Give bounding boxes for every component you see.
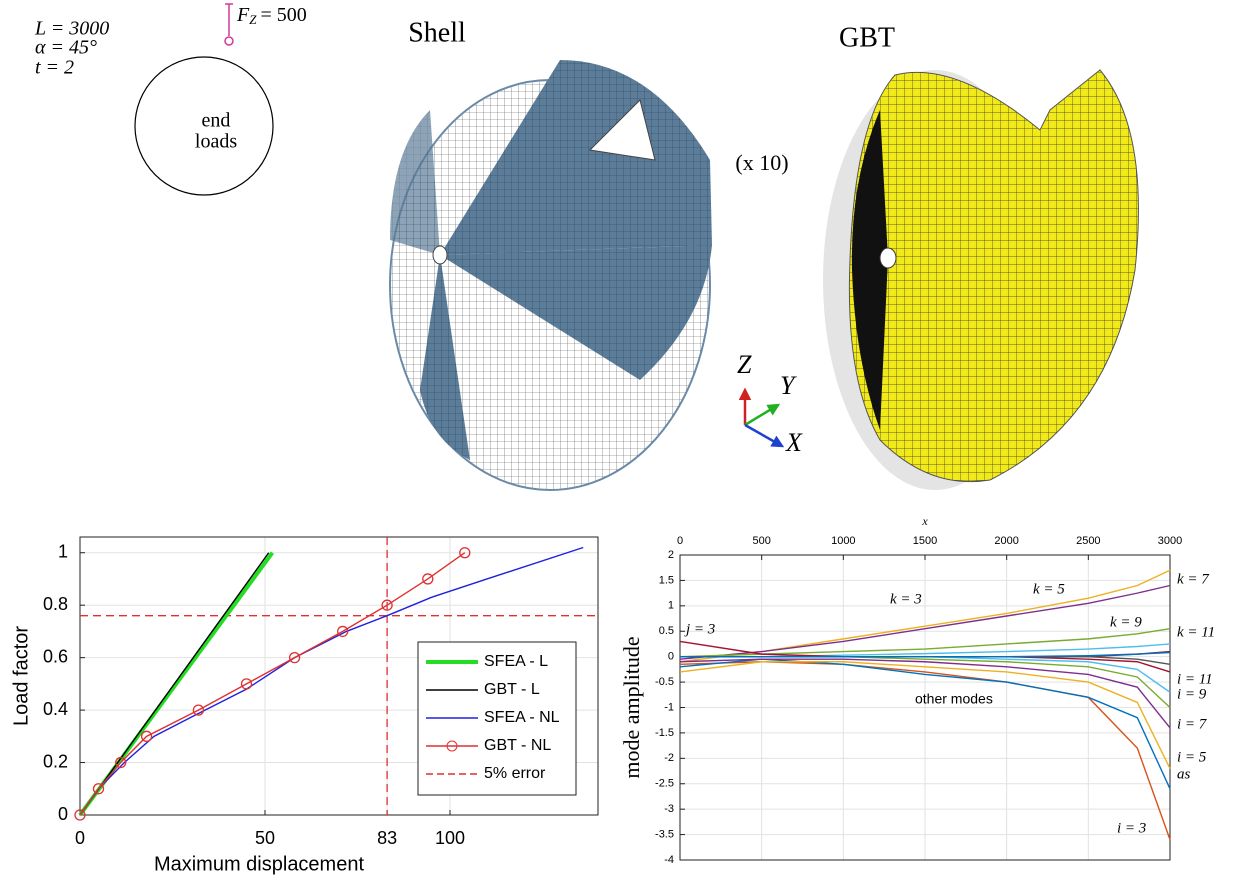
curve-annotation: k = 9 — [1110, 614, 1142, 630]
param: α = 45° — [35, 37, 97, 59]
legend-label: SFEA - NL — [484, 709, 560, 726]
force-label: FZ= 500 — [236, 4, 307, 27]
y-tick-label: 0 — [58, 804, 68, 824]
legend-label: 5% error — [484, 765, 546, 782]
y-tick-label: 1 — [58, 541, 68, 561]
axis-triad: Z Y X — [737, 350, 803, 457]
curve-annotation: i = 9 — [1177, 686, 1207, 702]
y-tick-label: -1 — [664, 701, 674, 713]
curve-annotation: k = 11 — [1177, 624, 1215, 640]
legend-label: SFEA - L — [484, 653, 548, 670]
curve-annotation: k = 5 — [1033, 581, 1065, 597]
x-tick-label: 2000 — [994, 535, 1018, 547]
x-axis-label: x — [921, 514, 928, 528]
curve-annotation: i = 11 — [1177, 671, 1213, 687]
curve-annotation: k = 7 — [1177, 571, 1210, 587]
panel-title: Shell — [408, 17, 466, 48]
y-axis-label: mode amplitude — [619, 636, 644, 778]
curve-annotation: i = 7 — [1177, 716, 1208, 732]
load-point — [225, 37, 233, 45]
force-subscript: Z — [249, 12, 257, 27]
y-tick-label: -2.5 — [655, 778, 674, 790]
curve-annotation: j = 3 — [684, 621, 715, 637]
x-tick-label: 100 — [435, 828, 465, 848]
x-tick-label: 1500 — [913, 535, 937, 547]
y-tick-label: -3.5 — [655, 828, 674, 840]
param: t = 2 — [35, 57, 74, 79]
force-value: = 500 — [260, 4, 306, 26]
y-tick-label: 0.6 — [43, 646, 68, 666]
y-tick-label: 0 — [668, 651, 674, 663]
force-symbol: F — [236, 4, 250, 26]
y-tick-label: -0.5 — [655, 676, 674, 688]
y-tick-label: -2 — [664, 752, 674, 764]
y-tick-label: -3 — [664, 803, 674, 815]
y-tick-label: -4 — [664, 854, 674, 866]
circle-label: loads — [195, 131, 237, 153]
curve-annotation: k = 3 — [890, 591, 922, 607]
x-tick-label: 1000 — [831, 535, 855, 547]
x-axis-label: Maximum displacement — [154, 853, 365, 875]
x-tick-label: 0 — [75, 828, 85, 848]
curve-annotation: i = 3 — [1117, 820, 1146, 836]
axis-letter: Z — [737, 350, 752, 379]
x-tick-label: 50 — [255, 828, 275, 848]
curve-annotation: as — [1177, 766, 1191, 782]
y-tick-label: 1.5 — [659, 574, 674, 586]
x-tick-label: 3000 — [1158, 535, 1182, 547]
y-tick-label: -1.5 — [655, 727, 674, 739]
axis-letter: X — [785, 428, 803, 457]
y-tick-label: 0.4 — [43, 699, 68, 719]
curve-annotation: other modes — [915, 691, 993, 707]
legend-label: GBT - L — [484, 681, 540, 698]
shell-mesh — [390, 60, 712, 490]
y-tick-label: 1 — [668, 600, 674, 612]
figure: L = 3000 α = 45° t = 2 FZ= 500 end loads… — [0, 0, 1233, 886]
y-tick-label: 0.2 — [43, 751, 68, 771]
y-axis-label: Load factor — [10, 626, 32, 726]
axis-letter: Y — [780, 371, 797, 400]
x-tick-label: 0 — [677, 535, 683, 547]
y-tick-label: 2 — [668, 549, 674, 561]
legend-label: GBT - NL — [484, 737, 551, 754]
y-tick-label: 0.8 — [43, 594, 68, 614]
panel-title: GBT — [839, 22, 895, 53]
x-tick-label: 83 — [377, 828, 397, 848]
gbt-mesh — [823, 70, 1138, 490]
y-tick-label: 0.5 — [659, 625, 674, 637]
circle-label: end — [202, 110, 231, 132]
x-tick-label: 500 — [752, 535, 770, 547]
curve-annotation: i = 5 — [1177, 749, 1207, 765]
scale-note: (x 10) — [735, 150, 788, 175]
x-tick-label: 2500 — [1076, 535, 1100, 547]
